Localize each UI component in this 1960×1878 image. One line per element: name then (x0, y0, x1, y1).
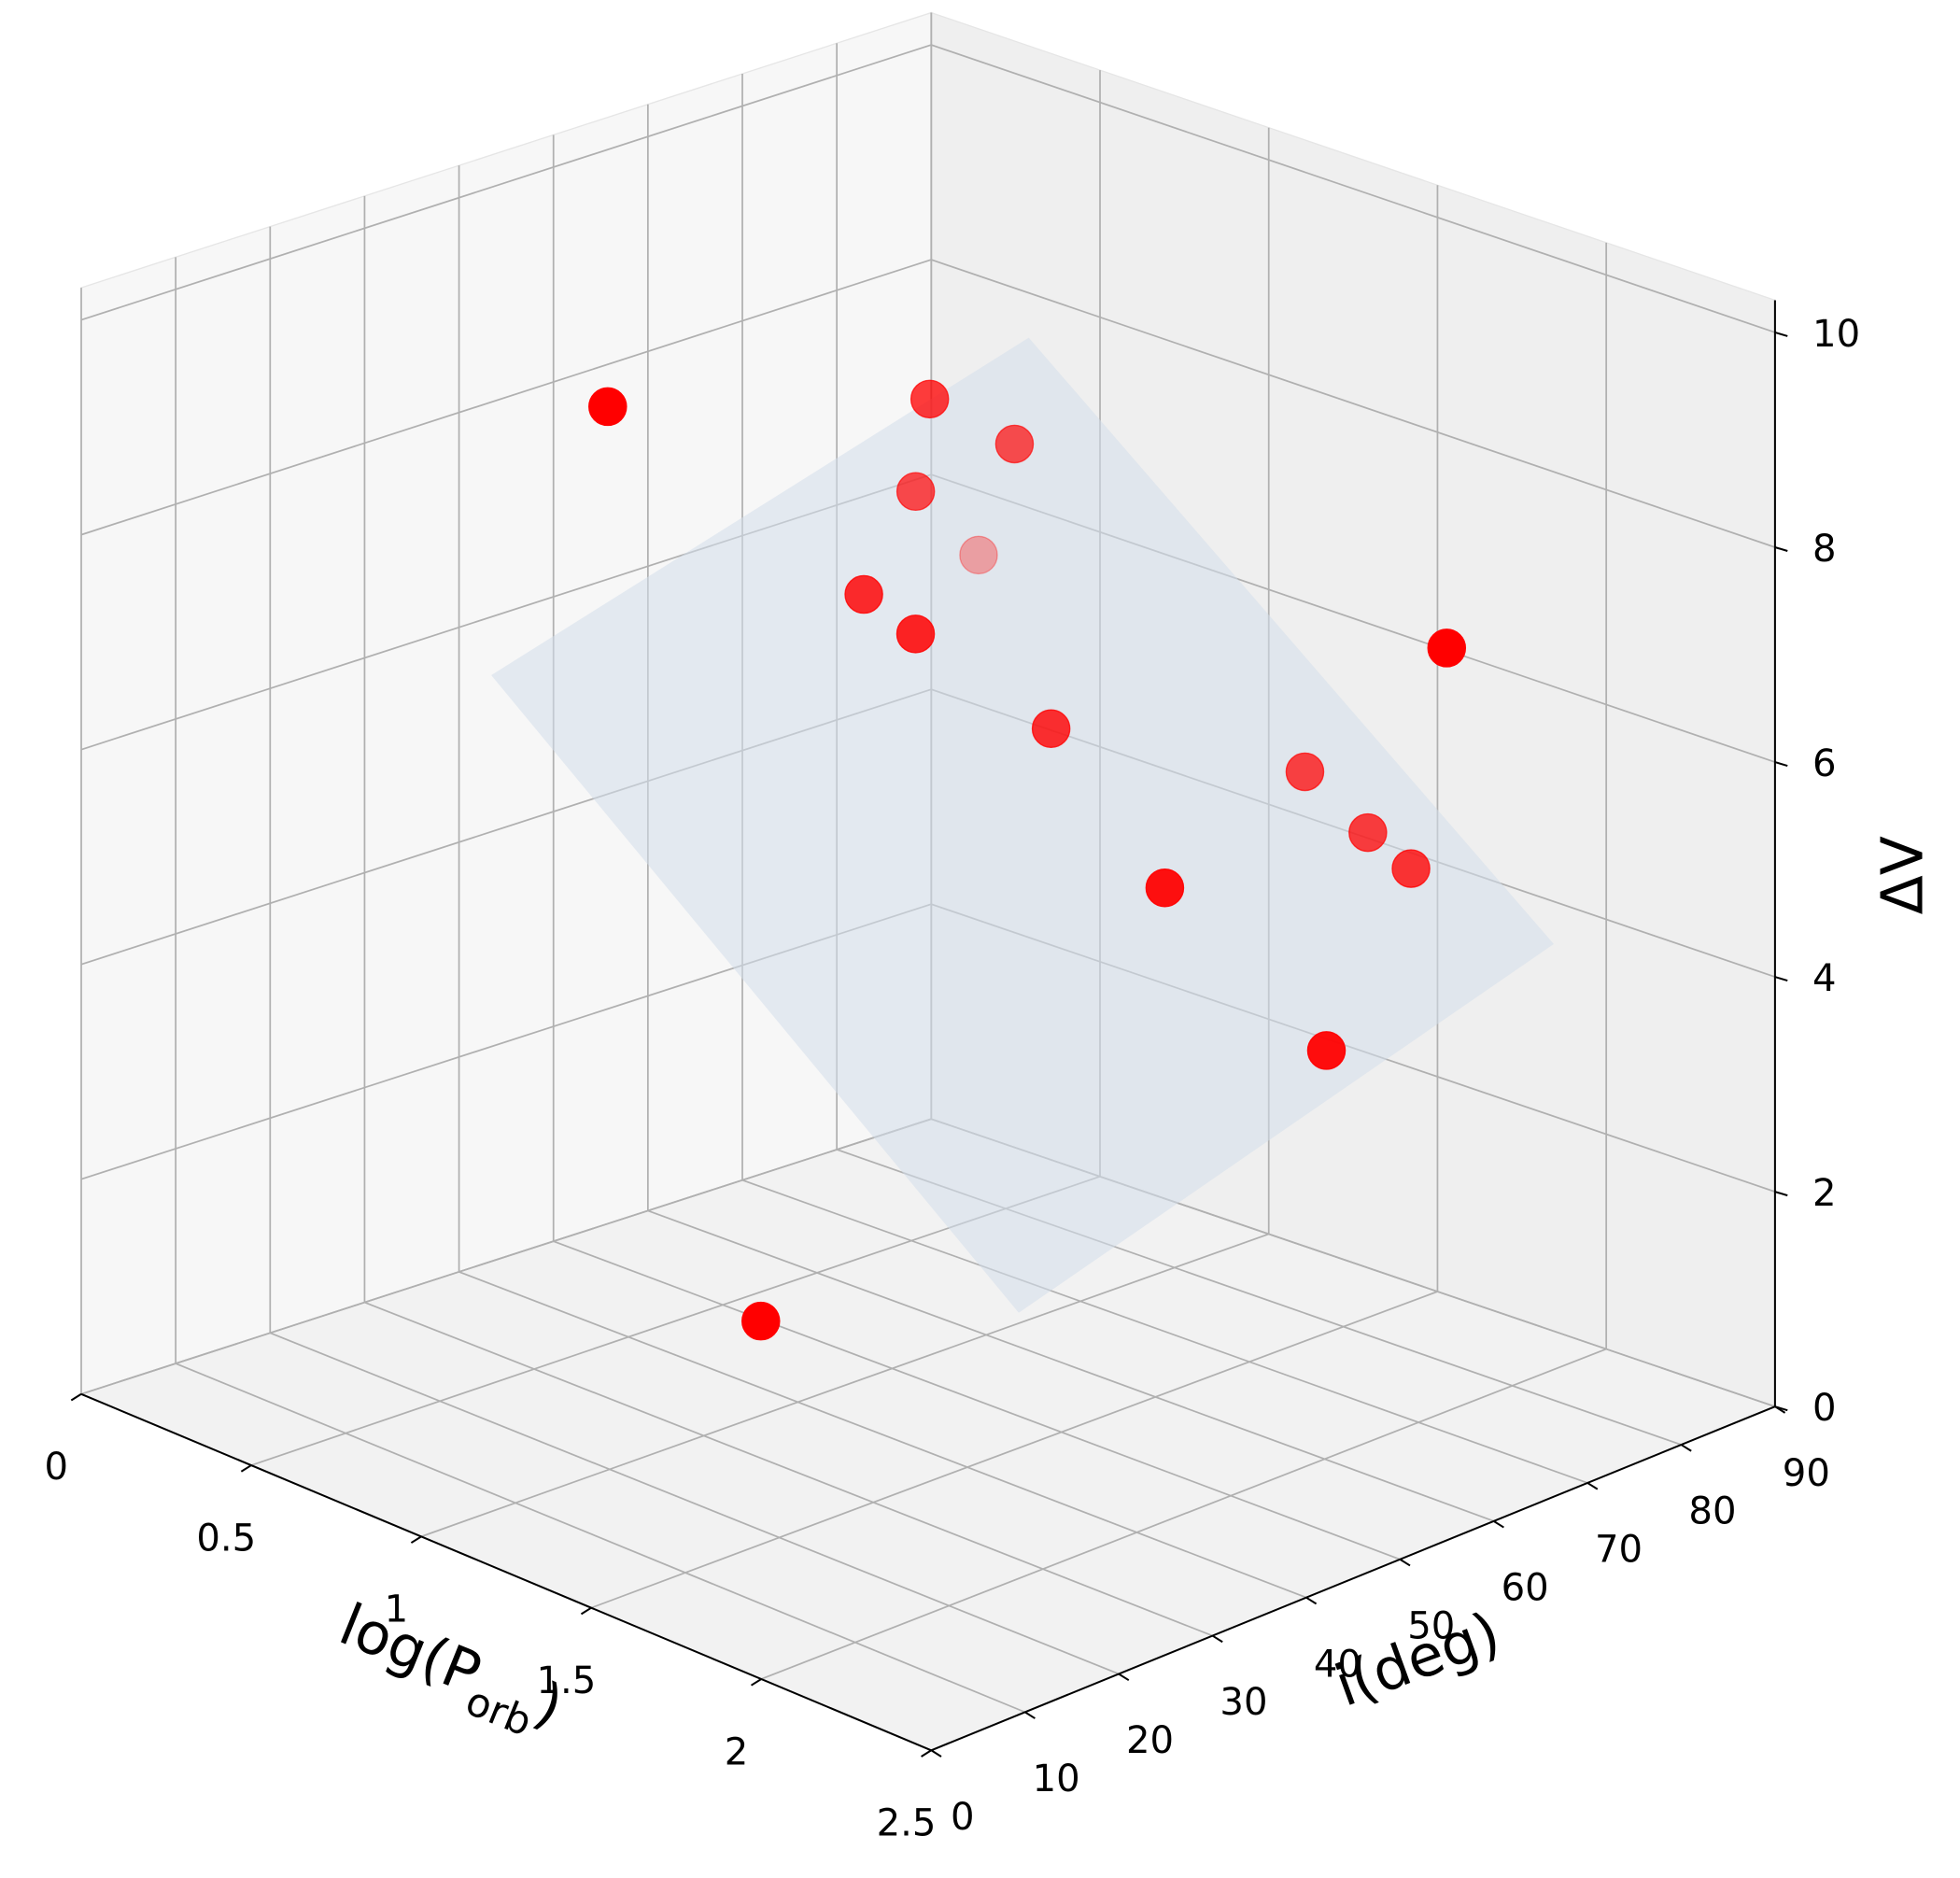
grid-line (458, 1271, 1307, 1599)
grid-line (741, 1179, 1588, 1484)
grid-line (420, 1233, 1270, 1538)
grid-line (269, 1332, 1120, 1675)
y-tick-label: 80 (1688, 1490, 1736, 1533)
z-tick-label: 4 (1812, 957, 1837, 1000)
grid-line (553, 1240, 1401, 1560)
x-tick-label: 2 (725, 1730, 749, 1773)
y-tick (1586, 1482, 1599, 1490)
y-tick (1211, 1634, 1223, 1644)
point (1285, 752, 1325, 792)
z-tick (1774, 976, 1788, 982)
y-tick-label: 90 (1783, 1452, 1830, 1495)
x-tick (580, 1606, 592, 1616)
x-tick (410, 1535, 422, 1544)
point (1031, 709, 1071, 749)
z-tick (1774, 1191, 1788, 1197)
x-tick-label: 2.5 (877, 1802, 937, 1845)
y-tick (1493, 1520, 1504, 1529)
y-tick-label: 20 (1126, 1719, 1174, 1762)
x-tick-label: 0 (44, 1446, 68, 1489)
point (994, 424, 1035, 464)
point (895, 472, 936, 512)
grid-line (80, 44, 932, 321)
point (741, 1301, 781, 1341)
point (895, 614, 936, 654)
grid-line (80, 1118, 932, 1395)
x-tick (240, 1464, 252, 1473)
y-tick-label: 10 (1033, 1758, 1080, 1800)
y-tick-label: 0 (951, 1796, 975, 1839)
points (588, 379, 1467, 1341)
point (1391, 849, 1431, 888)
point (588, 387, 627, 427)
y-tick (1680, 1444, 1692, 1452)
z-tick-label: 10 (1812, 313, 1860, 356)
z-tick-label: 2 (1812, 1172, 1837, 1215)
y-tick-label: 50 (1407, 1604, 1455, 1647)
y-tick-label: 40 (1314, 1643, 1361, 1686)
point (909, 379, 950, 419)
grid-line (175, 1363, 1026, 1714)
point (1145, 868, 1185, 908)
z-tick-label: 6 (1812, 742, 1837, 785)
x-axis-label: log(Porb) (325, 1590, 572, 1754)
grid-line (590, 1291, 1438, 1609)
point (844, 574, 883, 614)
y-tick-label: 30 (1220, 1681, 1267, 1724)
y-axis-line (930, 1405, 1776, 1752)
x-label-part: log(P (331, 1590, 490, 1707)
x-tick (70, 1392, 82, 1402)
y-tick-label: 70 (1595, 1529, 1643, 1572)
y-tick-label: 60 (1502, 1566, 1549, 1609)
grid-line (647, 1209, 1494, 1522)
y-tick (1118, 1673, 1130, 1682)
grid-line (364, 1301, 1213, 1637)
y-tick (1024, 1711, 1036, 1719)
x-tick-label: 1.5 (536, 1659, 596, 1702)
point (1348, 812, 1388, 853)
z-tick (1774, 1405, 1788, 1412)
grid-line (931, 44, 1776, 333)
axes: 0 0.5 1 1.5 2 2.5 0 10 20 30 40 50 60 70 80 90 0 2 4 6 8 10 (44, 300, 1860, 1845)
z-tick-label: 8 (1812, 528, 1837, 571)
grid-line (931, 259, 1776, 548)
y-tick (1305, 1596, 1318, 1605)
x-tick (921, 1749, 932, 1758)
fitted-plane (491, 337, 1554, 1313)
grid-line (760, 1348, 1607, 1680)
x-tick (750, 1678, 762, 1687)
z-axis-label: ΔV (1869, 836, 1937, 914)
point (1427, 628, 1467, 668)
y-tick (930, 1749, 942, 1758)
point (959, 535, 998, 575)
x-tick-label: 0.5 (196, 1517, 256, 1560)
x-axis-line (80, 1392, 932, 1752)
z-tick (1774, 546, 1788, 552)
grid-line (80, 259, 932, 536)
point (1306, 1031, 1347, 1070)
x-tick-label: 1 (385, 1589, 409, 1631)
z-tick (1774, 331, 1788, 337)
y-tick (1399, 1558, 1411, 1567)
z-tick (1774, 761, 1788, 768)
z-tick-label: 0 (1812, 1387, 1837, 1430)
